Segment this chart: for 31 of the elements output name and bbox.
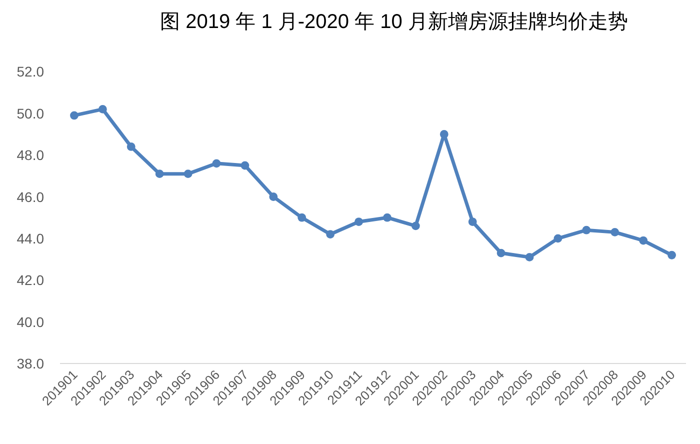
point [610,228,620,236]
y-tick-label: 42.0 [16,272,44,288]
point [582,226,591,234]
point [496,248,506,258]
point [240,161,250,170]
point [298,213,306,222]
point [411,222,420,230]
point [126,142,136,151]
point [354,218,363,226]
y-tick-label: 48.0 [16,147,44,164]
point [668,250,676,260]
point [269,192,278,201]
y-tick-label: 46.0 [16,188,44,205]
point [554,234,562,243]
point [212,159,221,168]
y-tick-label: 38.0 [16,356,44,372]
title: 图 2019 年 1 月-2020 年 10 月新增房源挂牌均价走势 [160,11,628,33]
point [468,218,477,226]
y-tick-label: 50.0 [16,105,44,122]
point [98,105,107,114]
y-tick-label: 52.0 [16,64,44,80]
point [383,213,392,222]
point [639,236,648,245]
point [70,111,78,120]
y-tick-label: 40.0 [16,314,44,330]
point [184,170,192,178]
point [440,130,448,138]
point [155,170,164,178]
point [525,253,534,262]
point [326,230,335,238]
y-tick-label: 44.0 [16,230,44,246]
